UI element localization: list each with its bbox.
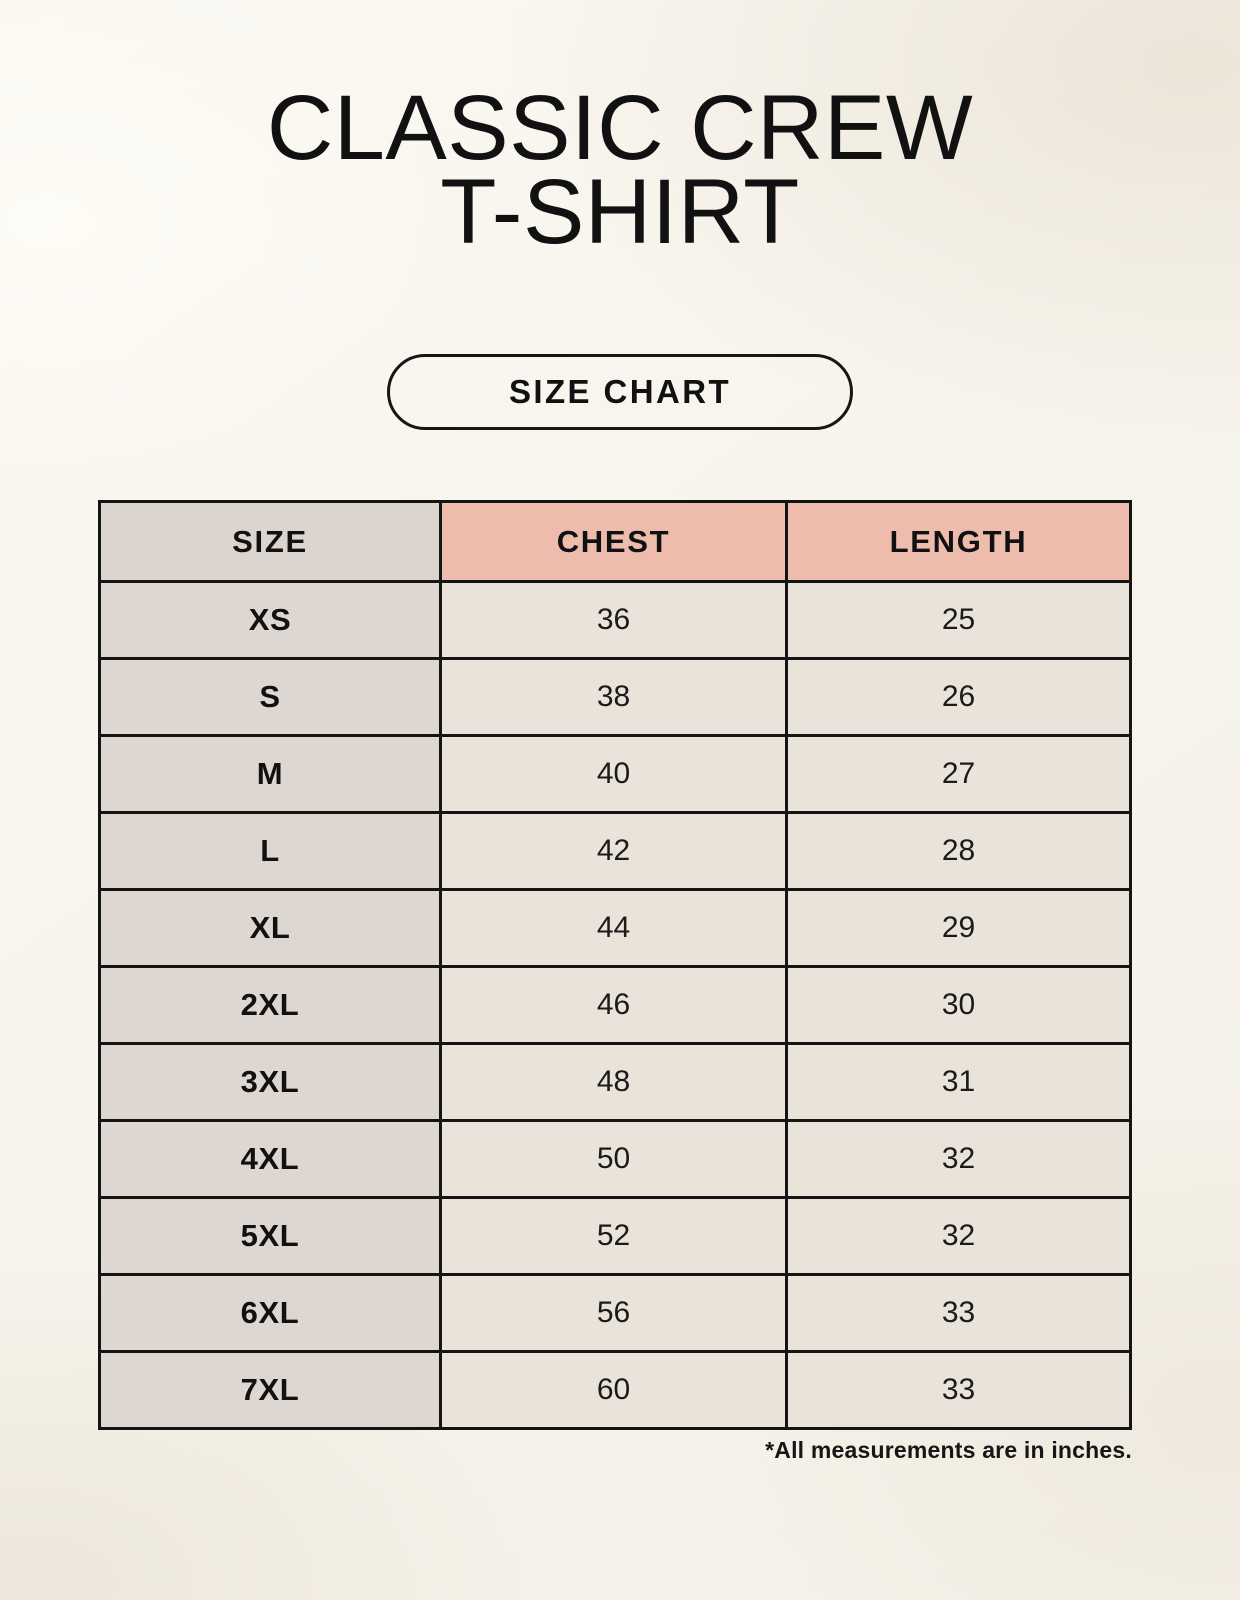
cell-length: 33	[785, 1273, 1132, 1353]
table-row: M 40 27	[98, 734, 1132, 814]
table-header-row: SIZE CHEST LENGTH	[98, 500, 1132, 583]
cell-length: 32	[785, 1196, 1132, 1276]
column-header-size: SIZE	[98, 500, 442, 583]
cell-length: 29	[785, 888, 1132, 968]
cell-chest: 46	[439, 965, 788, 1045]
size-table-header: SIZE CHEST LENGTH	[98, 500, 1132, 583]
cell-length: 30	[785, 965, 1132, 1045]
cell-chest: 56	[439, 1273, 788, 1353]
table-row: XL 44 29	[98, 888, 1132, 968]
cell-size: XS	[98, 580, 442, 660]
cell-chest: 40	[439, 734, 788, 814]
cell-size: S	[98, 657, 442, 737]
size-table-body: XS 36 25 S 38 26 M 40 27 L 42 28	[98, 580, 1132, 1430]
cell-size: 4XL	[98, 1119, 442, 1199]
table-row: S 38 26	[98, 657, 1132, 737]
size-chart-badge-label: SIZE CHART	[509, 373, 731, 410]
cell-length: 33	[785, 1350, 1132, 1430]
cell-chest: 44	[439, 888, 788, 968]
table-row: 5XL 52 32	[98, 1196, 1132, 1276]
cell-size: 3XL	[98, 1042, 442, 1122]
cell-size: M	[98, 734, 442, 814]
cell-chest: 36	[439, 580, 788, 660]
page-title: CLASSIC CREW T-SHIRT	[0, 77, 1240, 263]
cell-chest: 38	[439, 657, 788, 737]
cell-size: 2XL	[98, 965, 442, 1045]
cell-size: 6XL	[98, 1273, 442, 1353]
cell-length: 25	[785, 580, 1132, 660]
cell-size: 7XL	[98, 1350, 442, 1430]
column-header-length: LENGTH	[785, 500, 1132, 583]
table-row: 3XL 48 31	[98, 1042, 1132, 1122]
cell-size: 5XL	[98, 1196, 442, 1276]
cell-length: 31	[785, 1042, 1132, 1122]
cell-length: 28	[785, 811, 1132, 891]
cell-chest: 50	[439, 1119, 788, 1199]
page-title-line-2: T-SHIRT	[440, 161, 800, 263]
column-header-chest: CHEST	[439, 500, 788, 583]
table-row: 6XL 56 33	[98, 1273, 1132, 1353]
size-chart-badge-container: SIZE CHART	[0, 354, 1240, 430]
size-chart-badge: SIZE CHART	[387, 354, 853, 430]
table-row: L 42 28	[98, 811, 1132, 891]
size-table-container: SIZE CHEST LENGTH XS 36 25 S 38 26 M	[98, 500, 1132, 1430]
page-title-line-1: CLASSIC CREW	[266, 77, 974, 179]
cell-length: 26	[785, 657, 1132, 737]
cell-chest: 52	[439, 1196, 788, 1276]
table-row: 7XL 60 33	[98, 1350, 1132, 1430]
cell-chest: 48	[439, 1042, 788, 1122]
cell-size: XL	[98, 888, 442, 968]
measurements-footnote: *All measurements are in inches.	[765, 1437, 1132, 1463]
size-table: SIZE CHEST LENGTH XS 36 25 S 38 26 M	[98, 500, 1132, 1430]
cell-chest: 42	[439, 811, 788, 891]
cell-length: 32	[785, 1119, 1132, 1199]
table-row: 2XL 46 30	[98, 965, 1132, 1045]
cell-size: L	[98, 811, 442, 891]
cell-chest: 60	[439, 1350, 788, 1430]
table-row: XS 36 25	[98, 580, 1132, 660]
table-row: 4XL 50 32	[98, 1119, 1132, 1199]
cell-length: 27	[785, 734, 1132, 814]
